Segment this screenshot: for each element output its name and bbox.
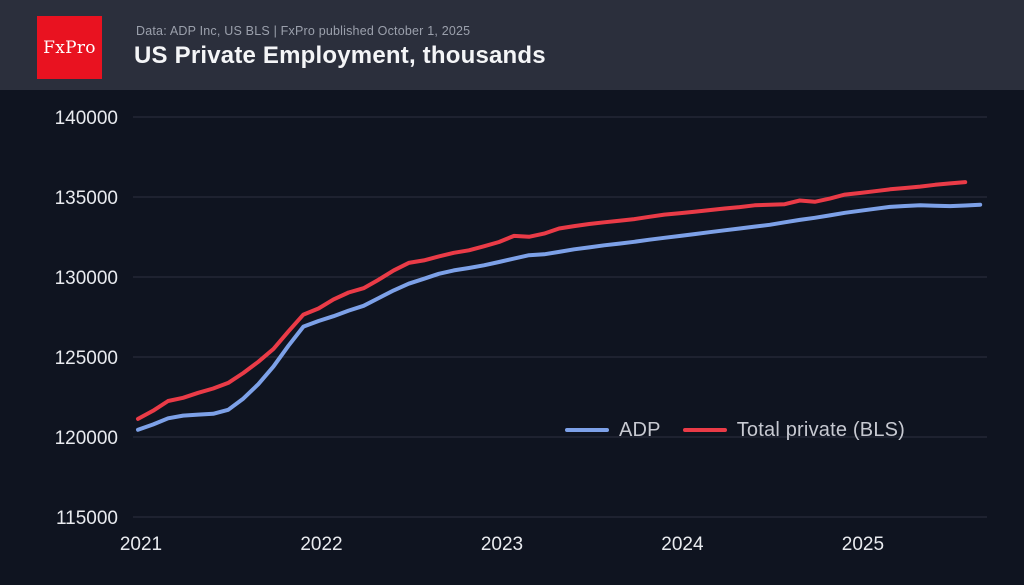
svg-text:120000: 120000 (55, 428, 118, 449)
svg-text:135000: 135000 (55, 188, 118, 209)
svg-text:2025: 2025 (842, 534, 884, 555)
chart-source-caption: Data: ADP Inc, US BLS | FxPro published … (136, 24, 471, 38)
bls-series-line (136, 180, 968, 421)
svg-text:2022: 2022 (300, 534, 342, 555)
svg-text:125000: 125000 (55, 348, 118, 369)
legend-item-adp: ADP (565, 419, 661, 442)
bls-legend-label: Total private (BLS) (736, 418, 906, 441)
svg-text:115000: 115000 (56, 508, 118, 529)
adp-series-line (136, 202, 983, 432)
svg-text:2023: 2023 (481, 534, 523, 555)
adp-line-swatch (565, 427, 609, 433)
svg-text:130000: 130000 (55, 268, 118, 289)
employment-line-chart: 140000 135000 130000 125000 120000 1150002021… (55, 108, 987, 555)
page-title: US Private Employment, thousands (134, 42, 546, 69)
svg-text:2024: 2024 (661, 534, 704, 555)
header-bar: FxPro Data: ADP Inc, US BLS | FxPro publ… (0, 0, 1024, 90)
bls-line-swatch (682, 427, 727, 433)
fxpro-logo-text: FxPro (43, 37, 96, 58)
fxpro-logo: FxPro (37, 16, 102, 79)
chart-legend: ADP Total private (BLS) (565, 416, 927, 444)
svg-text:140000: 140000 (55, 108, 118, 129)
svg-text:2021: 2021 (120, 534, 162, 555)
legend-item-bls: Total private (BLS) (682, 418, 906, 442)
adp-legend-label: ADP (619, 418, 661, 441)
